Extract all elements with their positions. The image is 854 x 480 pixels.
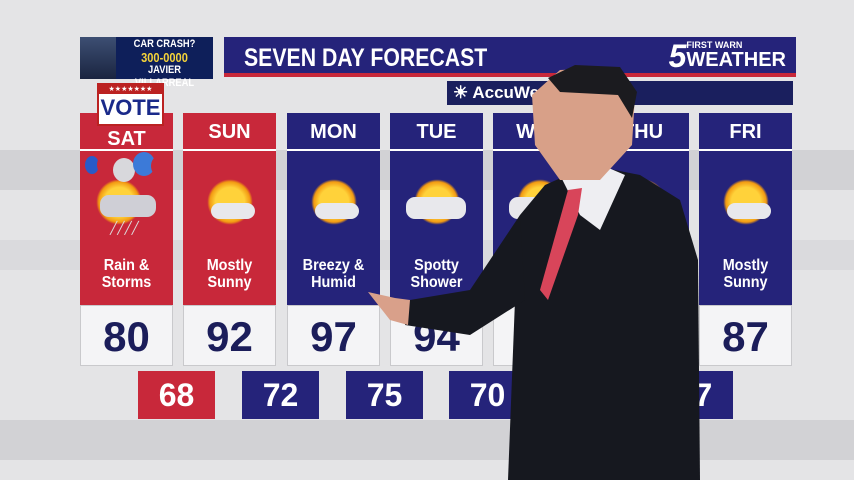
forecast-day-fri: FRI Mostly Sunny 87 [699,113,792,366]
day-label: TUE [390,113,483,151]
vote-text: VOTE [100,95,161,120]
page-title: SEVEN DAY FORECAST [244,44,488,72]
forecast-day-sun: SUN Mostly Sunny 92 [183,113,276,366]
logo-top: FIRST WARN [686,40,743,50]
condition-text: Mostly Sunny [206,257,253,291]
day-label: SUN [183,113,276,151]
sponsor-name: AccuWea [472,83,549,102]
ad-portrait [80,37,116,79]
stars-icon: ★★★★★★★ [99,85,162,94]
vote-badge: ★★★★★★★ VOTE [97,83,164,126]
condition-text: Rain & Storms [101,257,152,291]
condition-text: Mostly Sunny [722,257,769,291]
lawyer-ad: CAR CRASH? 300-0000 JAVIER VILLARREAL [80,37,213,89]
logo-number: 5 [668,38,687,74]
high-temp: 97 [287,305,380,366]
low-temp: 72 [242,371,319,419]
forecast-day-tue: TUE Spotty Shower 94 [390,113,483,366]
high-temp: 80 [80,305,173,366]
station-logo: 5 FIRST WARN WEATHER [668,38,786,74]
forecast-day-mon: MON Breezy & Humid 97 [287,113,380,366]
high-temp: 87 [699,305,792,366]
balloons-icon [85,152,169,182]
logo-bottom: WEATHER [686,49,786,71]
low-temp: 75 [346,371,423,419]
background-band [0,420,854,460]
condition-text: Breezy & Humid [302,257,365,291]
low-temp: 68 [138,371,215,419]
ad-phone: 300-0000 [141,50,188,65]
accuweather-sun-icon: ☀ [453,83,469,102]
forecast-day-sat: SAT ╱╱╱╱ Rain & Storms 80 [80,113,173,366]
day-label: MON [287,113,380,151]
high-temp: 92 [183,305,276,366]
title-bar: SEVEN DAY FORECAST 5 FIRST WARN WEATHER [224,37,796,77]
ad-line: CAR CRASH? [133,38,196,50]
day-label: FRI [699,113,792,151]
condition-text: Spotty Shower [410,257,463,291]
